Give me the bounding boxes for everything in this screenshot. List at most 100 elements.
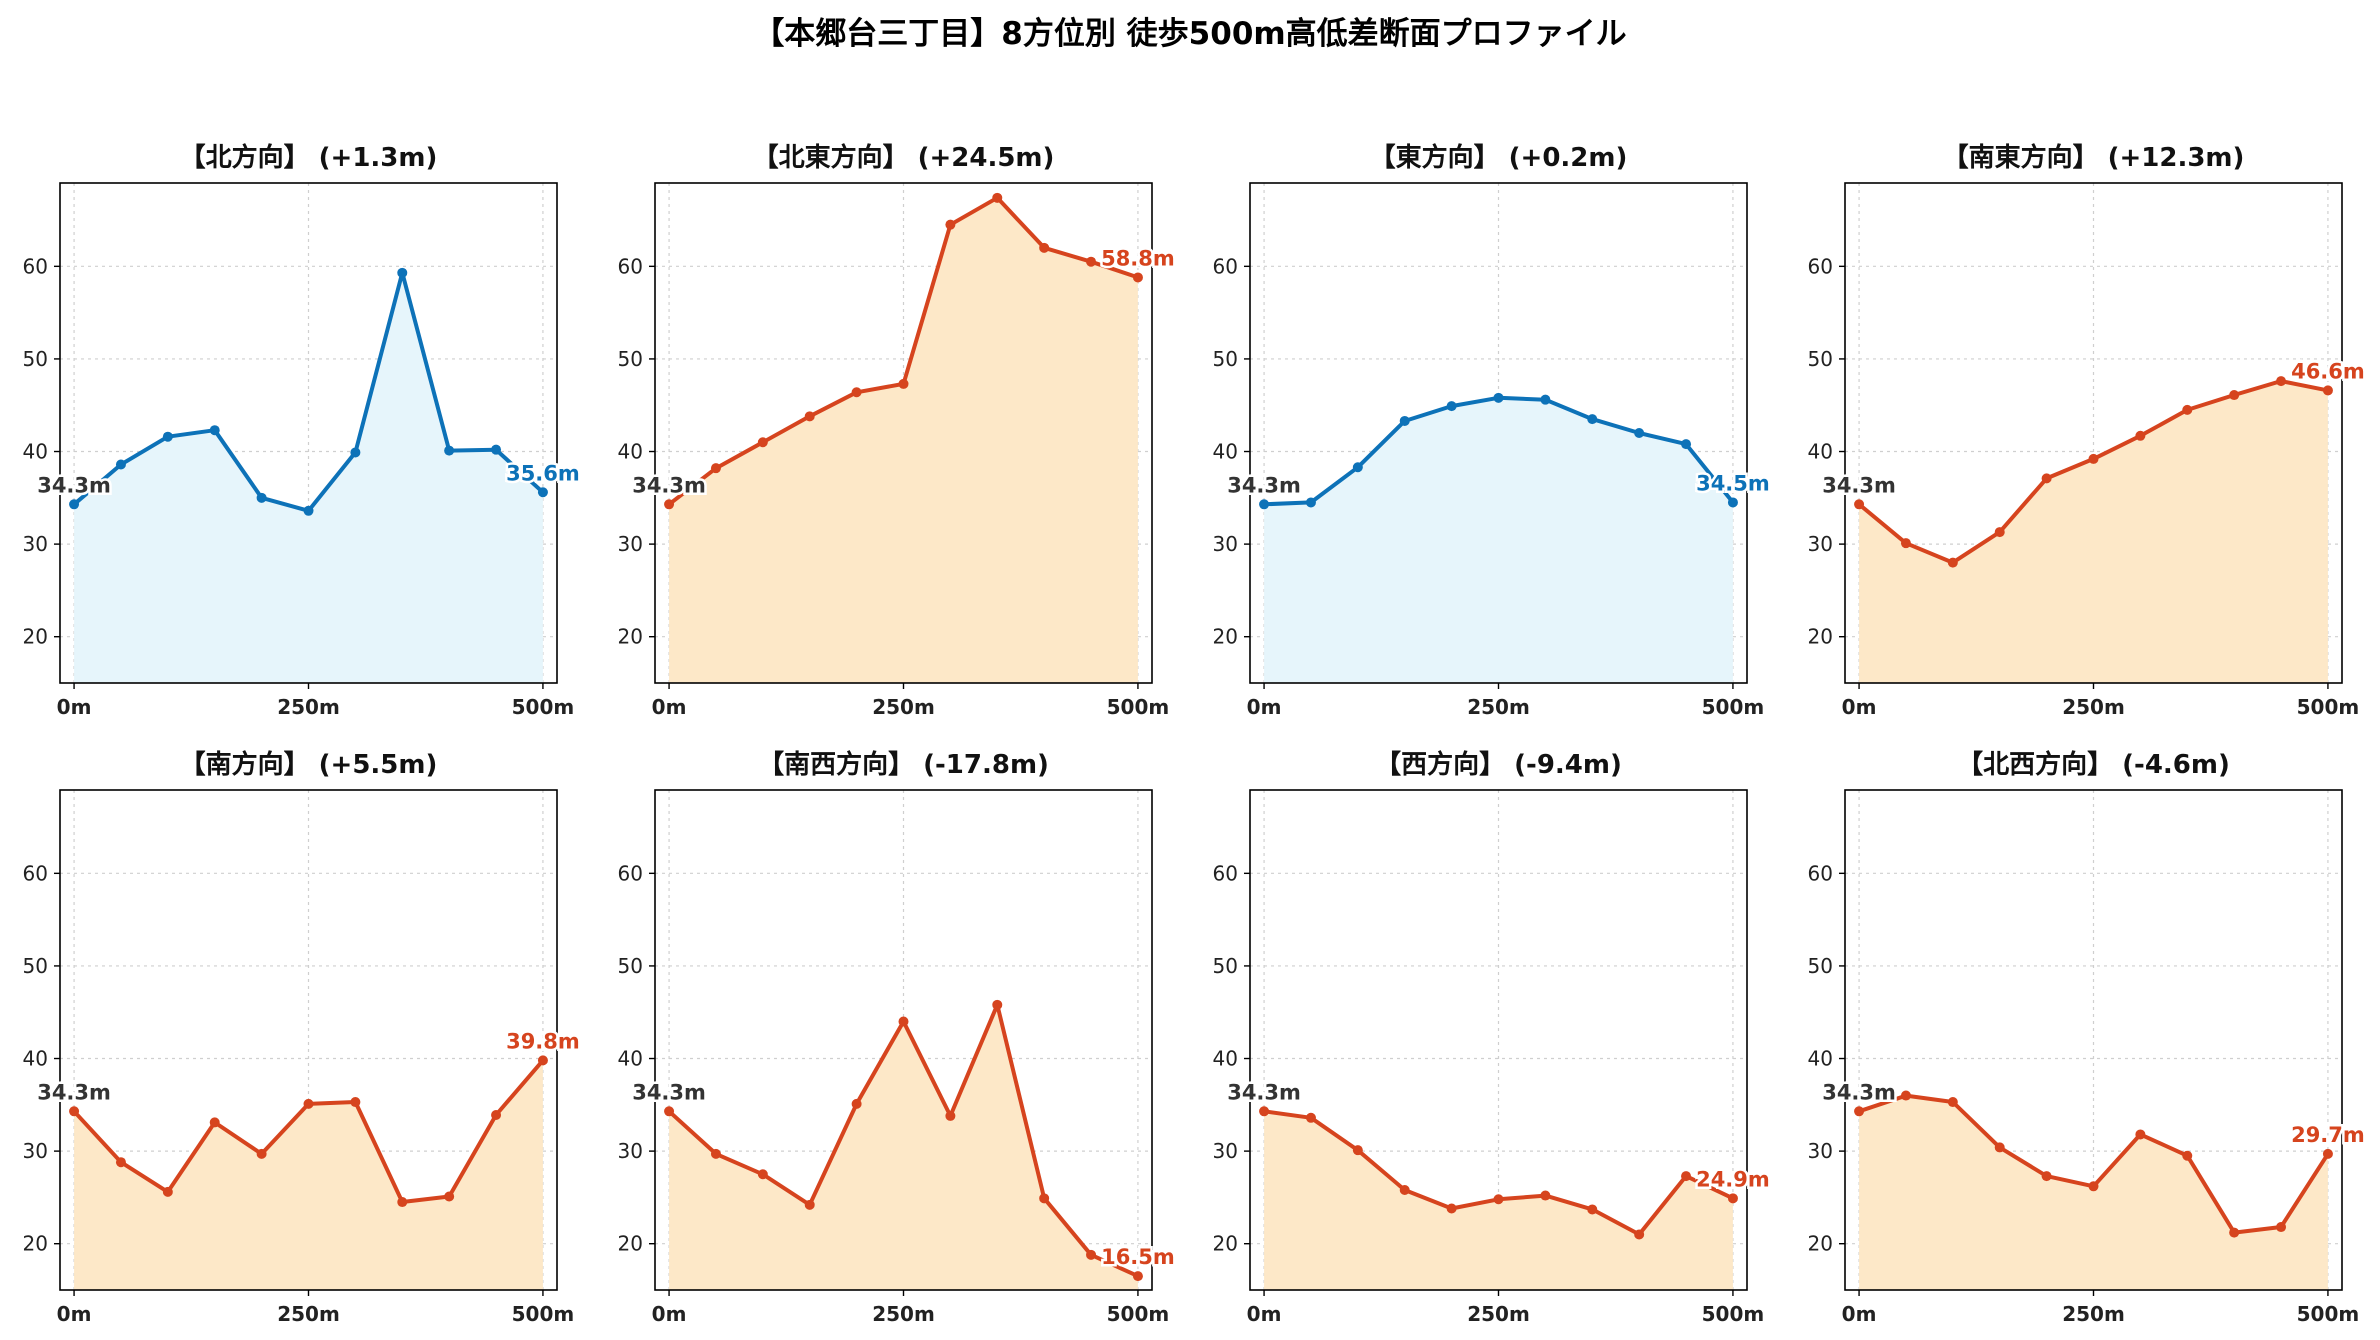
- data-point: [2088, 1181, 2099, 1192]
- area-fill: [1859, 381, 2328, 683]
- data-point: [162, 1186, 173, 1197]
- y-tick-label: 40: [1213, 1047, 1238, 1071]
- x-tick-label: 0m: [652, 695, 687, 719]
- y-tick-label: 40: [1808, 1047, 1833, 1071]
- data-point: [992, 999, 1003, 1010]
- data-point: [491, 444, 502, 455]
- data-point: [209, 425, 220, 436]
- y-tick-label: 30: [1808, 532, 1833, 556]
- data-point: [898, 378, 909, 389]
- data-point: [2229, 390, 2240, 401]
- data-point: [115, 1157, 126, 1168]
- x-tick-label: 500m: [1107, 695, 1170, 719]
- data-point: [1727, 497, 1738, 508]
- y-tick-label: 20: [1213, 625, 1238, 649]
- data-point: [209, 1117, 220, 1128]
- data-point: [69, 499, 80, 510]
- data-point: [303, 1098, 314, 1109]
- data-point: [350, 447, 361, 458]
- data-point: [1540, 394, 1551, 405]
- data-point: [898, 1016, 909, 1027]
- start-label: 34.3m: [1822, 1080, 1896, 1104]
- y-tick-label: 50: [1213, 347, 1238, 371]
- x-tick-label: 0m: [1247, 1302, 1282, 1326]
- x-tick-label: 0m: [57, 695, 92, 719]
- data-point: [1446, 1203, 1457, 1214]
- x-tick-label: 250m: [277, 1302, 340, 1326]
- y-tick-label: 50: [1808, 347, 1833, 371]
- y-tick-label: 40: [618, 440, 643, 464]
- data-point: [491, 1110, 502, 1120]
- chart-panel: 【南東方向】 (+12.3m) 20 30 40 50 60 0m 250m 500m 34.3m…: [1808, 142, 2368, 719]
- data-point: [851, 1098, 862, 1109]
- figure-title: 【本郷台三丁目】8方位別 徒歩500m高低差断面プロファイル: [753, 16, 1626, 52]
- data-point: [1086, 256, 1097, 267]
- data-point: [1587, 1204, 1598, 1215]
- data-point: [2135, 430, 2146, 441]
- chart-panel: 【南方向】 (+5.5m) 20 30 40 50 60 0m 250m 500m 34.3m 39…: [23, 749, 583, 1326]
- panel-title: 【西方向】 (-9.4m): [1375, 749, 1622, 780]
- y-tick-label: 30: [618, 532, 643, 556]
- x-tick-label: 0m: [652, 1302, 687, 1326]
- data-point: [1854, 499, 1865, 510]
- area-fill: [1859, 1095, 2328, 1290]
- y-tick-label: 20: [23, 1232, 48, 1256]
- data-point: [2322, 385, 2333, 396]
- y-tick-label: 60: [23, 254, 48, 278]
- x-tick-label: 500m: [2297, 695, 2360, 719]
- data-point: [2322, 1148, 2333, 1159]
- data-point: [2088, 453, 2099, 464]
- end-label: 58.8m: [1101, 246, 1175, 270]
- data-point: [1305, 1112, 1316, 1123]
- data-point: [945, 1110, 956, 1121]
- y-tick-label: 20: [1808, 1232, 1833, 1256]
- data-point: [1947, 1097, 1958, 1108]
- y-tick-label: 20: [1808, 625, 1833, 649]
- chart-panel: 【北方向】 (+1.3m) 20 30 40 50 60 0m 250m 500m 34.3m 35…: [23, 142, 583, 719]
- data-point: [851, 387, 862, 398]
- data-point: [162, 431, 173, 442]
- data-point: [757, 437, 768, 448]
- data-point: [2041, 1171, 2052, 1182]
- panel-title: 【北西方向】 (-4.6m): [1957, 749, 2230, 780]
- data-point: [115, 459, 126, 470]
- y-tick-label: 60: [1213, 254, 1238, 278]
- data-point: [256, 492, 267, 503]
- chart-panel: 【北東方向】 (+24.5m) 20 30 40 50 60 0m 250m 500m 34.3m…: [618, 142, 1178, 719]
- x-tick-label: 250m: [2062, 1302, 2125, 1326]
- panel-title: 【東方向】 (+0.2m): [1370, 142, 1628, 173]
- data-point: [804, 1199, 815, 1210]
- chart-panel: 【西方向】 (-9.4m) 20 30 40 50 60 0m 250m 500m 34.3m 24…: [1213, 749, 1773, 1326]
- data-point: [2229, 1227, 2240, 1238]
- x-tick-label: 0m: [57, 1302, 92, 1326]
- data-point: [1352, 1145, 1363, 1156]
- x-tick-label: 0m: [1842, 1302, 1877, 1326]
- panel-title: 【南方向】 (+5.5m): [180, 749, 438, 780]
- y-tick-label: 50: [1808, 954, 1833, 978]
- data-point: [710, 463, 721, 474]
- y-tick-label: 50: [618, 954, 643, 978]
- data-point: [2182, 1150, 2193, 1161]
- data-point: [1681, 1171, 1692, 1182]
- data-point: [537, 1055, 548, 1066]
- data-point: [757, 1169, 768, 1180]
- y-tick-label: 60: [618, 254, 643, 278]
- end-label: 34.5m: [1696, 471, 1770, 495]
- data-point: [2041, 473, 2052, 484]
- y-tick-label: 30: [23, 1139, 48, 1163]
- data-point: [2276, 1222, 2287, 1233]
- data-point: [397, 267, 408, 278]
- x-tick-label: 500m: [2297, 1302, 2360, 1326]
- x-tick-label: 250m: [872, 1302, 935, 1326]
- data-point: [1305, 497, 1316, 508]
- start-label: 34.3m: [632, 1080, 706, 1104]
- y-tick-label: 60: [23, 861, 48, 885]
- x-tick-label: 250m: [277, 695, 340, 719]
- data-point: [2276, 376, 2287, 387]
- end-label: 39.8m: [506, 1029, 580, 1053]
- panel-title: 【北方向】 (+1.3m): [180, 142, 438, 173]
- y-tick-label: 50: [1213, 954, 1238, 978]
- area-fill: [1264, 397, 1733, 683]
- data-point: [1132, 1271, 1143, 1282]
- start-label: 34.3m: [632, 473, 706, 497]
